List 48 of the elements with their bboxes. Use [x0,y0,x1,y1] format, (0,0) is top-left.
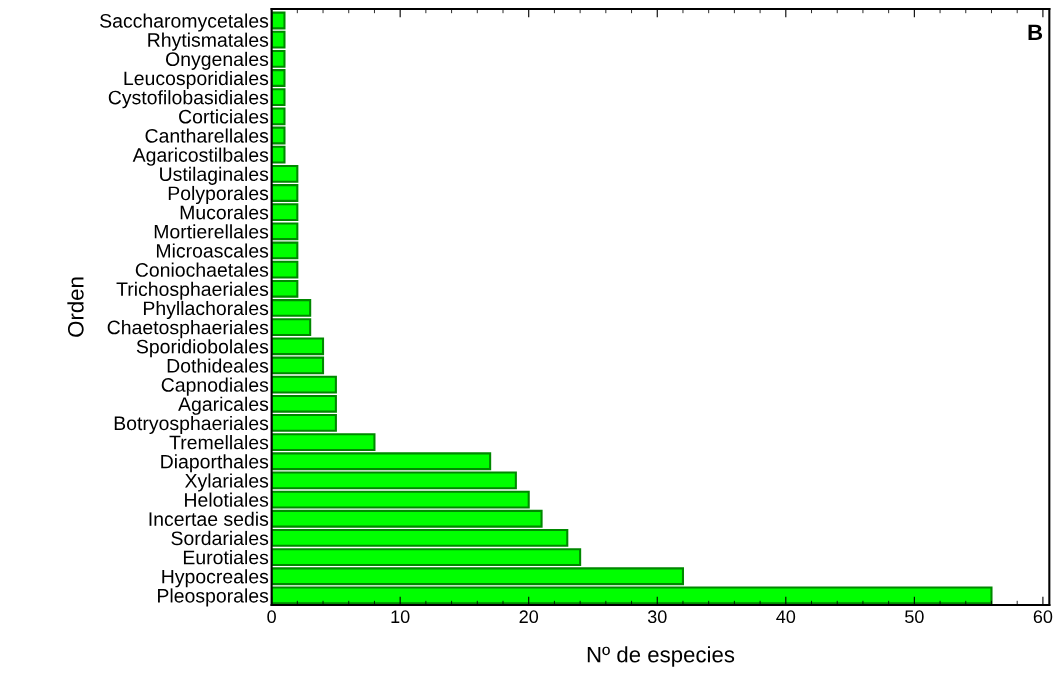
y-tick-label: Sordariales [171,530,269,546]
y-tick-label: Chaetosphaeriales [107,320,269,339]
y-tick-label: Corticiales [179,109,269,124]
x-tick-label: 10 [391,610,410,624]
bar [271,471,517,490]
y-tick-label: Rhytismatales [148,32,269,51]
y-tick-label: Dothideales [167,358,269,373]
y-tick-label: Trichosphaeriales [116,281,269,300]
y-tick-label: Agaricales [178,396,269,415]
y-tick-label: Mucorales [180,205,269,220]
y-tick-label: Cystofilobasidiales [108,90,269,109]
y-tick-label: Hypocreales [162,569,269,588]
y-tick-label: Pleosporales [158,588,269,607]
y-tick-label: Sporidiobolales [136,339,269,358]
bar [271,586,993,605]
y-tick-label: Diaporthales [161,454,269,473]
y-tick-label: Helotiales [185,492,269,507]
bar [271,241,299,260]
y-tick-label: Tremellales [169,435,269,450]
bar [271,11,286,30]
y-tick-label: Cantharellales [145,128,269,143]
x-tick-label: 0 [267,610,276,624]
x-axis-title: Nº de especies [587,646,735,667]
y-tick-label: Coniochaetales [135,262,269,277]
y-tick-label: Eurotiales [183,550,269,565]
y-tick-label: Leucosporidiales [124,70,269,90]
y-tick-label: Phyllachorales [143,300,269,320]
x-tick-label: 20 [519,610,539,624]
y-tick-label: Saccharomycetales [100,13,269,32]
x-tick-label: 30 [647,610,667,624]
bar [271,126,286,145]
y-tick-label: Microascales [156,243,269,258]
y-tick-label: Polyporales [168,185,269,205]
y-tick-label: Xylariales [184,473,269,492]
x-tick-label: 60 [1033,610,1053,624]
x-tick-label: 50 [905,610,924,624]
y-tick-label: Botryosphaeriales [114,415,269,435]
y-tick-label: Mortierellales [154,224,269,239]
annotation: B [1028,24,1043,41]
y-tick-label: Incertae sedis [149,511,269,526]
y-axis-title: Orden [67,277,84,337]
y-tick-label: Capnodiales [161,377,269,396]
bar [271,356,325,375]
y-tick-label: Ustilaginales [160,166,269,185]
y-tick-label: Agaricostilbales [132,147,269,166]
x-tick-label: 40 [776,610,796,624]
y-tick-label: Onygenales [165,51,269,70]
bar [271,490,530,509]
